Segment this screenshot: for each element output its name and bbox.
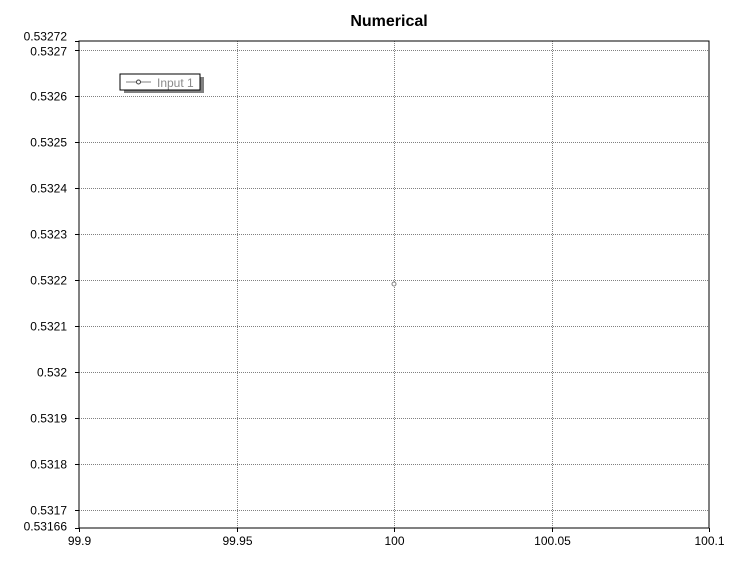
y-tick-label: 0.5317 (30, 504, 67, 518)
legend-marker (136, 79, 141, 85)
y-tick-label: 0.5325 (30, 136, 67, 150)
chart-title: Numerical (350, 13, 427, 30)
legend-label: Input 1 (157, 76, 194, 90)
y-tick-label: 0.5326 (30, 90, 67, 104)
y-tick-label: 0.5323 (30, 228, 67, 242)
x-axis: 99.9 99.95 100 100.05 100.1 (68, 528, 725, 548)
y-tick-label: 0.5322 (30, 274, 67, 288)
x-tick-label: 100.1 (694, 534, 724, 548)
y-tick-label: 0.53272 (24, 30, 68, 44)
series-layer (391, 281, 397, 287)
legend-box (119, 73, 201, 91)
x-tick-label: 99.9 (68, 534, 92, 548)
y-tick-label: 0.5321 (30, 320, 67, 334)
y-tick-label: 0.5324 (30, 182, 67, 196)
y-tick-label: 0.53166 (24, 520, 68, 534)
grid (79, 41, 709, 528)
y-tick-label: 0.5327 (30, 45, 67, 59)
data-point (391, 281, 397, 287)
x-tick-label: 100 (384, 534, 404, 548)
x-tick-label: 99.95 (222, 534, 252, 548)
x-tick-label: 100.05 (534, 534, 571, 548)
legend[interactable]: Input 1 (119, 73, 204, 93)
y-tick-label: 0.5318 (30, 458, 67, 472)
y-tick-label: 0.532 (37, 366, 67, 380)
y-tick-label: 0.5319 (30, 412, 67, 426)
